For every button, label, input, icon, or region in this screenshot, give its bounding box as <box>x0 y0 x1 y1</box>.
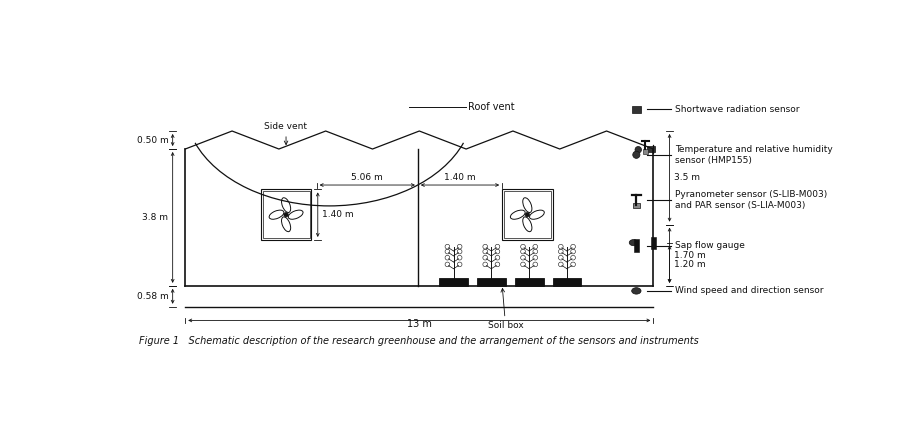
Bar <box>634 239 640 252</box>
Circle shape <box>632 151 640 158</box>
Text: Roof vent: Roof vent <box>467 102 515 112</box>
Text: Temperature and relative humidity
sensor (HMP155): Temperature and relative humidity sensor… <box>675 145 833 165</box>
Circle shape <box>635 146 641 153</box>
Bar <box>651 236 656 249</box>
Text: Wind speed and direction sensor: Wind speed and direction sensor <box>675 287 824 295</box>
Bar <box>633 203 640 208</box>
Text: 1.20 m: 1.20 m <box>674 260 706 269</box>
Circle shape <box>284 212 288 217</box>
Text: Side vent: Side vent <box>265 122 307 145</box>
Bar <box>477 278 506 286</box>
Text: 1.70 m: 1.70 m <box>674 251 706 260</box>
Bar <box>647 146 655 152</box>
Bar <box>439 278 467 286</box>
Text: Figure 1   Schematic description of the research greenhouse and the arrangement : Figure 1 Schematic description of the re… <box>140 335 699 346</box>
Bar <box>263 191 310 238</box>
Text: Soil box: Soil box <box>487 289 524 330</box>
Bar <box>504 191 551 238</box>
Ellipse shape <box>631 288 641 294</box>
Bar <box>261 189 312 240</box>
Text: Pyranometer sensor (S-LIB-M003)
and PAR sensor (S-LIA-M003): Pyranometer sensor (S-LIB-M003) and PAR … <box>675 190 827 210</box>
Text: 5.06 m: 5.06 m <box>352 173 383 182</box>
Text: 1.40 m: 1.40 m <box>444 173 476 182</box>
Circle shape <box>525 212 530 217</box>
Text: Sap flow gauge: Sap flow gauge <box>675 241 745 250</box>
Bar <box>515 278 544 286</box>
Text: 0.58 m: 0.58 m <box>137 292 169 301</box>
Bar <box>631 106 641 113</box>
Text: 3.8 m: 3.8 m <box>142 213 169 222</box>
Bar <box>553 278 582 286</box>
Text: 1.40 m: 1.40 m <box>323 210 353 219</box>
Text: 13 m: 13 m <box>407 319 432 329</box>
Ellipse shape <box>630 240 638 246</box>
Bar <box>643 149 648 154</box>
Bar <box>502 189 553 240</box>
Text: 0.50 m: 0.50 m <box>137 135 169 144</box>
Text: Shortwave radiation sensor: Shortwave radiation sensor <box>675 105 799 114</box>
Text: 3.5 m: 3.5 m <box>674 173 700 182</box>
